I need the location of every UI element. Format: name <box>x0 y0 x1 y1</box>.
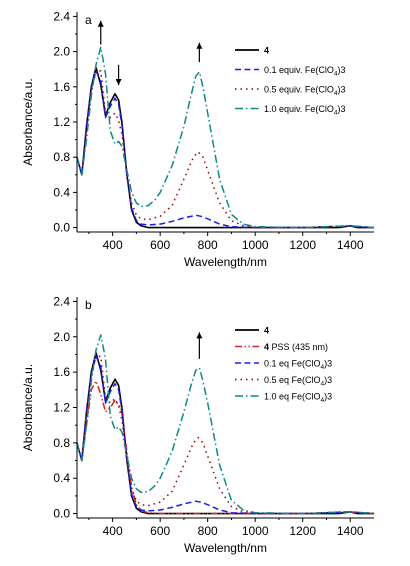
legend-text: )3 <box>324 359 332 369</box>
x-tick-label: 1200 <box>289 524 316 538</box>
legend-text: 0.1 eq Fe(ClO <box>264 359 321 369</box>
chart-panel-a: 0.0 0.4 0.8 1.2 1.6 2.0 2.4 400 600 800 1000 1200 14… <box>21 9 375 269</box>
legend-text: 4 PSS (435 nm) <box>264 342 328 352</box>
legend-compound-number: 4 <box>264 342 269 352</box>
legend-item: 0.1 equiv. Fe(ClO4)3 <box>235 65 346 78</box>
legend: 44 PSS (435 nm)0.1 eq Fe(ClO4)30.5 eq Fe… <box>235 326 332 405</box>
legend-label: 0.5 eq Fe(ClO4)3 <box>264 375 332 388</box>
legend-label: 1.0 eq Fe(ClO4)3 <box>264 392 332 405</box>
legend-text: 1.0 equiv. Fe(ClO <box>264 104 334 114</box>
legend-compound-number: 4 <box>264 46 269 56</box>
y-tick-label: 0.0 <box>53 221 70 235</box>
x-tick-label: 400 <box>103 238 123 252</box>
legend-label: 0.1 eq Fe(ClO4)3 <box>264 359 332 372</box>
x-axis-label: Wavelength/nm <box>184 541 267 555</box>
y-tick-label: 1.6 <box>53 365 70 379</box>
series-line-2 <box>76 70 375 229</box>
arrow-up-icon <box>196 332 203 359</box>
legend-item: 4 PSS (435 nm) <box>235 342 328 352</box>
y-tick-label: 2.0 <box>53 45 70 59</box>
legend-text: )3 <box>338 104 346 114</box>
legend-label: 4 PSS (435 nm) <box>264 342 328 352</box>
x-tick-label: 800 <box>198 524 218 538</box>
legend-item: 4 <box>235 326 269 336</box>
legend-item: 1.0 equiv. Fe(ClO4)3 <box>235 104 346 117</box>
arrow-up-icon <box>196 42 203 63</box>
legend-text: )3 <box>324 375 332 385</box>
legend-subscript: 4 <box>334 71 338 78</box>
x-tick-label: 1000 <box>242 238 269 252</box>
y-tick-label: 1.2 <box>53 115 70 129</box>
y-tick-label: 2.4 <box>53 294 70 308</box>
x-tick-label: 600 <box>150 238 170 252</box>
series-line-3 <box>76 46 375 229</box>
legend-text: 4 <box>264 326 269 336</box>
legend-label: 1.0 equiv. Fe(ClO4)3 <box>264 104 346 117</box>
x-tick-label: 1400 <box>337 524 364 538</box>
y-tick-label: 0.4 <box>53 471 70 485</box>
legend-item: 0.5 equiv. Fe(ClO4)3 <box>235 85 346 98</box>
legend-item: 4 <box>235 46 269 56</box>
legend-label: 4 <box>264 326 269 336</box>
y-tick-label: 0.8 <box>53 436 70 450</box>
chart-panel-b: 0.0 0.4 0.8 1.2 1.6 2.0 2.4 400 600 800 1000 1200 14… <box>21 294 375 555</box>
panel-label: b <box>85 298 92 312</box>
legend-item: 0.1 eq Fe(ClO4)3 <box>235 359 332 372</box>
legend-text: 0.5 eq Fe(ClO <box>264 375 321 385</box>
x-tick-label: 400 <box>103 524 123 538</box>
legend-compound-number: 4 <box>264 326 269 336</box>
series-line-1 <box>76 70 375 229</box>
legend-subscript: 4 <box>321 364 325 371</box>
series-line-2 <box>76 355 375 515</box>
legend-text: )3 <box>338 85 346 95</box>
y-axis-label: Absorbance/a.u. <box>21 364 35 451</box>
x-tick-label: 1000 <box>242 524 269 538</box>
y-tick-label: 1.6 <box>53 80 70 94</box>
legend-subscript: 4 <box>321 397 325 404</box>
series-line-1 <box>76 380 375 515</box>
y-axis-label: Absorbance/a.u. <box>21 78 35 165</box>
series-line-4 <box>76 334 375 515</box>
legend-label: 0.1 equiv. Fe(ClO4)3 <box>264 65 346 78</box>
y-tick-label: 0.8 <box>53 150 70 164</box>
legend-subscript: 4 <box>334 90 338 97</box>
series-line-3 <box>76 355 375 515</box>
legend-text: )3 <box>338 65 346 75</box>
x-tick-label: 1400 <box>337 238 364 252</box>
legend-subscript: 4 <box>334 110 338 117</box>
arrow-up-icon <box>97 20 104 45</box>
y-tick-label: 0.0 <box>53 507 70 521</box>
y-tick-label: 0.4 <box>53 185 70 199</box>
y-tick-label: 2.0 <box>53 330 70 344</box>
legend-text: 0.5 equiv. Fe(ClO <box>264 85 334 95</box>
legend: 40.1 equiv. Fe(ClO4)30.5 equiv. Fe(ClO4)… <box>235 46 346 117</box>
x-tick-label: 800 <box>198 238 218 252</box>
legend-text: 1.0 eq Fe(ClO <box>264 392 321 402</box>
legend-item: 0.5 eq Fe(ClO4)3 <box>235 375 332 388</box>
legend-rest: PSS (435 nm) <box>269 342 328 352</box>
legend-subscript: 4 <box>321 381 325 388</box>
arrow-down-icon <box>115 64 122 86</box>
panel-label: a <box>85 13 92 27</box>
legend-text: 0.1 equiv. Fe(ClO <box>264 65 334 75</box>
x-tick-label: 600 <box>150 524 170 538</box>
y-tick-label: 1.2 <box>53 401 70 415</box>
x-axis-label: Wavelength/nm <box>184 255 267 269</box>
legend-text: )3 <box>324 392 332 402</box>
legend-text: 4 <box>264 46 269 56</box>
legend-label: 0.5 equiv. Fe(ClO4)3 <box>264 85 346 98</box>
y-tick-label: 2.4 <box>53 9 70 23</box>
legend-label: 4 <box>264 46 269 56</box>
legend-item: 1.0 eq Fe(ClO4)3 <box>235 392 332 405</box>
x-tick-label: 1200 <box>289 238 316 252</box>
